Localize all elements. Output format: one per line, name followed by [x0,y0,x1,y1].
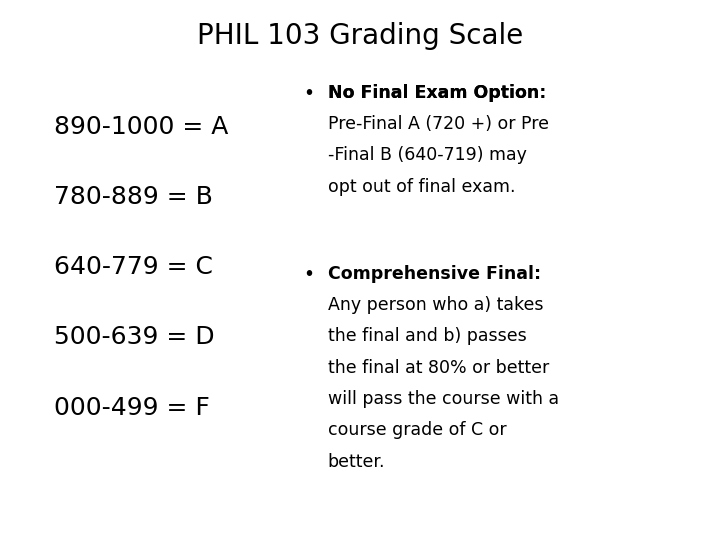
Text: Comprehensive Final:: Comprehensive Final: [328,265,541,282]
Text: No Final Exam Option:: No Final Exam Option: [328,84,546,102]
Text: 000-499 = F: 000-499 = F [54,396,210,420]
Text: the final at 80% or better: the final at 80% or better [328,359,549,376]
Text: 640-779 = C: 640-779 = C [54,255,213,279]
Text: course grade of C or: course grade of C or [328,421,506,439]
Text: PHIL 103 Grading Scale: PHIL 103 Grading Scale [197,22,523,50]
Text: the final and b) passes: the final and b) passes [328,327,526,345]
Text: Pre-Final A (720 +) or Pre: Pre-Final A (720 +) or Pre [328,115,549,133]
Text: •: • [304,265,315,284]
Text: better.: better. [328,453,385,470]
Text: 780-889 = B: 780-889 = B [54,185,213,209]
Text: Any person who a) takes: Any person who a) takes [328,296,543,314]
Text: opt out of final exam.: opt out of final exam. [328,178,515,195]
Text: No Final Exam Option: No Final Exam Option [328,84,539,102]
Text: 890-1000 = A: 890-1000 = A [54,115,228,139]
Text: 500-639 = D: 500-639 = D [54,326,215,349]
Text: will pass the course with a: will pass the course with a [328,390,559,408]
Text: -Final B (640-719) may: -Final B (640-719) may [328,146,526,164]
Text: •: • [304,84,315,103]
